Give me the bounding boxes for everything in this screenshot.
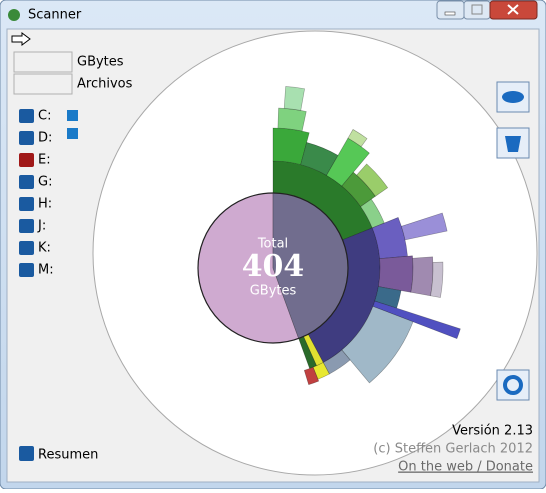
center-value: 404 [242, 249, 305, 284]
sunburst-segment[interactable] [356, 163, 389, 197]
drive-list: C: D: E: G: H: J: K: M: [19, 109, 54, 278]
web-link[interactable]: On the web / Donate [398, 460, 533, 475]
sunburst-segment[interactable] [341, 305, 414, 384]
sunburst-segment[interactable] [430, 261, 444, 298]
gbytes-field [13, 51, 73, 73]
window-controls[interactable] [436, 0, 538, 20]
expand-button[interactable] [67, 110, 78, 121]
button-icon [505, 136, 521, 152]
sunburst-segment[interactable] [410, 256, 434, 297]
copyright: (c) Steffen Gerlach 2012 [373, 442, 533, 457]
field-label: Archivos [77, 77, 133, 92]
sunburst-segment[interactable] [300, 142, 339, 176]
summary-icon [19, 446, 34, 461]
drive-icon [19, 219, 34, 233]
sunburst-segment[interactable] [322, 349, 351, 375]
sunburst [197, 86, 461, 386]
minimize-icon [444, 11, 456, 16]
drive-icon [19, 197, 34, 211]
sunburst-segment[interactable] [372, 300, 461, 339]
drive-label[interactable]: E: [38, 153, 51, 168]
field-label: GBytes [77, 55, 124, 70]
button-icon [503, 375, 523, 395]
drive-icon [19, 263, 34, 277]
drive-icon [19, 175, 34, 189]
close-icon [507, 4, 519, 15]
sunburst-segment[interactable] [277, 107, 307, 132]
window-title: Scanner [28, 8, 82, 23]
drive-label[interactable]: D: [38, 131, 52, 146]
minimize-button[interactable] [436, 0, 465, 20]
sunburst-segment[interactable] [378, 255, 414, 293]
drive-label[interactable]: M: [38, 263, 54, 278]
app-icon [8, 9, 20, 21]
sunburst-segment[interactable] [341, 171, 376, 208]
version: Versión 2.13 [452, 424, 533, 439]
drive-label[interactable]: H: [38, 197, 52, 212]
maximize-icon [471, 4, 483, 15]
drive-icon [19, 241, 34, 255]
drive-label[interactable]: J: [37, 219, 46, 234]
center-label: Total [257, 237, 288, 252]
maximize-button[interactable] [463, 0, 491, 20]
summary-button[interactable]: Resumen [38, 448, 98, 463]
drive-label[interactable]: K: [38, 241, 51, 256]
center-outline [197, 192, 349, 344]
sunburst-segment[interactable] [283, 86, 305, 111]
menu-arrow[interactable] [11, 32, 31, 46]
sunburst-segment[interactable] [347, 129, 368, 148]
files-field [13, 73, 73, 95]
drive-icon [19, 109, 34, 123]
sunburst-segment[interactable] [303, 366, 320, 386]
drive-icon [19, 153, 34, 167]
sunburst-segment[interactable] [326, 137, 370, 187]
refresh-button[interactable] [496, 369, 530, 401]
drive-label[interactable]: G: [38, 175, 52, 190]
center-unit: GBytes [250, 284, 297, 299]
collapse-button[interactable] [67, 128, 78, 139]
drive-icon [19, 131, 34, 145]
drive-label[interactable]: C: [38, 109, 51, 124]
sunburst-segment[interactable] [401, 212, 448, 241]
button-icon [502, 91, 524, 103]
sunburst-segment[interactable] [371, 217, 408, 259]
